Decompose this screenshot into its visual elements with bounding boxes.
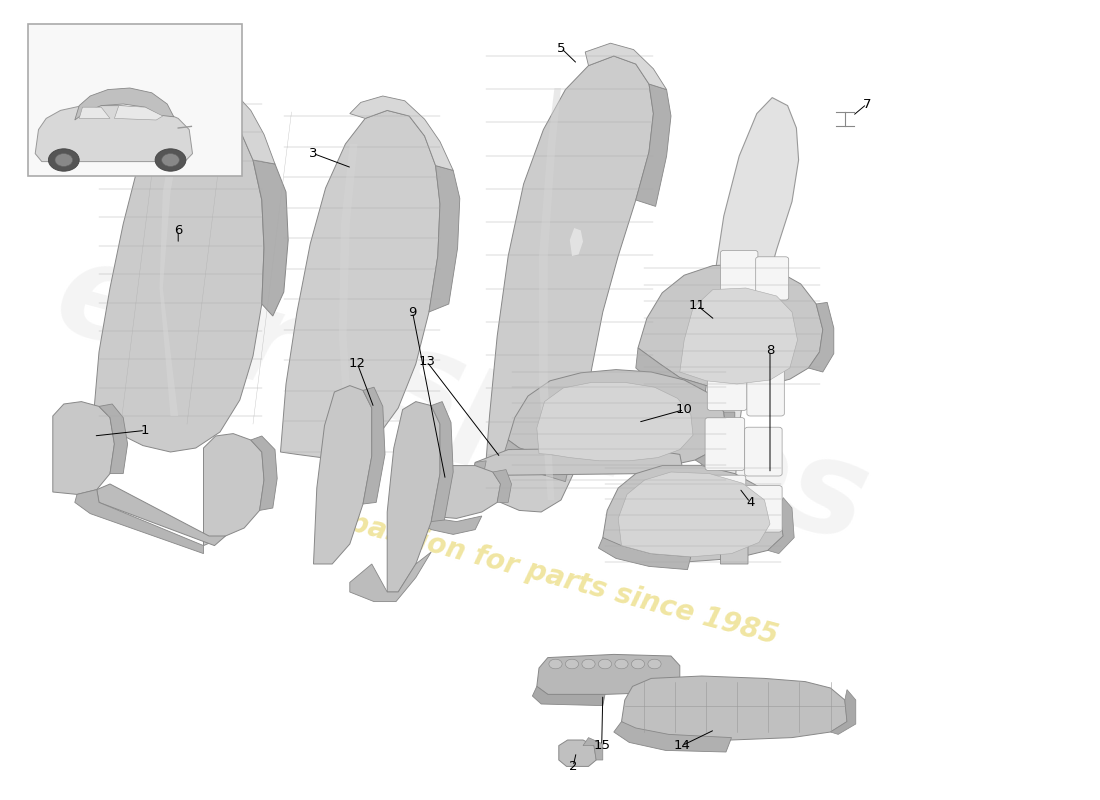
Polygon shape [204, 434, 264, 546]
Polygon shape [614, 722, 732, 752]
FancyBboxPatch shape [720, 250, 758, 297]
Polygon shape [698, 98, 799, 544]
Polygon shape [416, 514, 482, 534]
Polygon shape [314, 386, 372, 564]
Polygon shape [504, 440, 570, 482]
Polygon shape [339, 144, 358, 452]
FancyBboxPatch shape [747, 367, 784, 416]
Polygon shape [420, 466, 500, 518]
Polygon shape [598, 538, 691, 570]
FancyBboxPatch shape [706, 475, 746, 526]
Polygon shape [636, 348, 706, 402]
Polygon shape [570, 228, 583, 256]
Circle shape [631, 659, 645, 669]
Polygon shape [160, 128, 182, 416]
Text: 2: 2 [569, 760, 578, 773]
Polygon shape [680, 288, 798, 384]
Circle shape [162, 154, 179, 166]
FancyBboxPatch shape [750, 310, 785, 356]
Polygon shape [387, 402, 440, 592]
Polygon shape [638, 264, 823, 388]
FancyBboxPatch shape [756, 257, 789, 300]
Circle shape [565, 659, 579, 669]
Text: a passion for parts since 1985: a passion for parts since 1985 [319, 502, 781, 650]
Polygon shape [537, 382, 693, 461]
Text: 10: 10 [675, 403, 693, 416]
Text: 12: 12 [349, 358, 366, 370]
Polygon shape [363, 387, 385, 504]
Polygon shape [720, 538, 748, 564]
Polygon shape [618, 472, 770, 557]
FancyBboxPatch shape [28, 24, 242, 176]
Polygon shape [768, 498, 794, 554]
Polygon shape [808, 302, 834, 372]
Polygon shape [695, 412, 735, 466]
Text: 4: 4 [746, 496, 755, 509]
Polygon shape [473, 448, 682, 475]
Polygon shape [79, 107, 110, 118]
Text: 13: 13 [418, 355, 436, 368]
FancyBboxPatch shape [705, 418, 745, 470]
Circle shape [598, 659, 612, 669]
Polygon shape [830, 690, 856, 734]
Circle shape [582, 659, 595, 669]
Circle shape [549, 659, 562, 669]
Polygon shape [251, 436, 277, 510]
Polygon shape [473, 461, 486, 474]
Polygon shape [603, 466, 783, 562]
Text: 11: 11 [689, 299, 706, 312]
Polygon shape [431, 402, 453, 522]
Polygon shape [53, 402, 114, 494]
Text: 14: 14 [673, 739, 691, 752]
Polygon shape [539, 88, 561, 500]
Polygon shape [585, 43, 667, 90]
Polygon shape [508, 370, 726, 468]
Polygon shape [537, 654, 680, 694]
Polygon shape [280, 110, 440, 458]
Circle shape [155, 149, 186, 171]
FancyBboxPatch shape [745, 427, 782, 476]
Polygon shape [484, 56, 653, 512]
Polygon shape [429, 166, 460, 312]
Polygon shape [75, 490, 204, 554]
Polygon shape [350, 96, 453, 170]
Circle shape [648, 659, 661, 669]
Text: 5: 5 [557, 42, 565, 54]
Text: eurospares: eurospares [43, 230, 881, 570]
Polygon shape [350, 552, 431, 602]
FancyBboxPatch shape [745, 486, 782, 532]
Polygon shape [114, 106, 163, 120]
Circle shape [615, 659, 628, 669]
Polygon shape [35, 106, 192, 162]
Text: 1: 1 [141, 424, 150, 437]
Polygon shape [94, 98, 264, 452]
Polygon shape [583, 738, 603, 760]
Polygon shape [621, 676, 847, 740]
Polygon shape [99, 404, 128, 474]
Polygon shape [75, 88, 174, 120]
Circle shape [55, 154, 73, 166]
Polygon shape [97, 484, 226, 546]
Polygon shape [532, 686, 605, 706]
Polygon shape [559, 740, 596, 766]
Text: 3: 3 [309, 147, 318, 160]
Polygon shape [636, 84, 671, 206]
Text: 6: 6 [174, 224, 183, 237]
FancyBboxPatch shape [707, 359, 747, 410]
Text: 9: 9 [408, 306, 417, 318]
Circle shape [48, 149, 79, 171]
Text: 8: 8 [766, 344, 774, 357]
Polygon shape [493, 470, 512, 502]
Polygon shape [253, 160, 288, 316]
Text: 7: 7 [862, 98, 871, 110]
FancyBboxPatch shape [712, 302, 751, 353]
Polygon shape [165, 76, 275, 164]
Text: 15: 15 [593, 739, 611, 752]
